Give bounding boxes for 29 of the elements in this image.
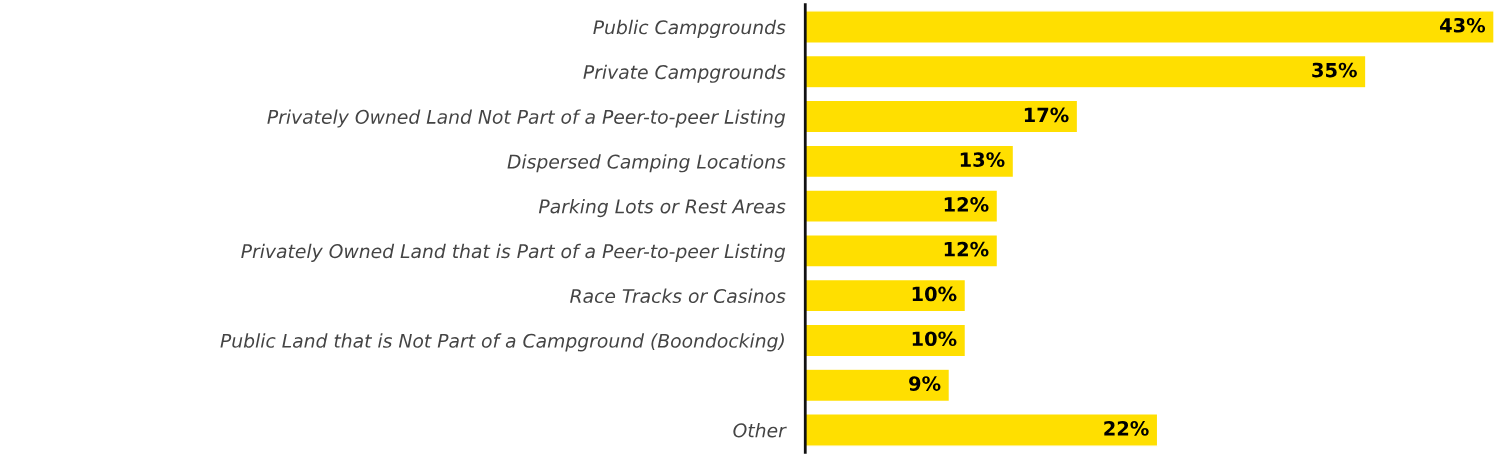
y-tick-label: Privately Owned Land that is Part of a Peer-to-peer Listing — [241, 243, 786, 262]
data-label: 12% — [944, 197, 989, 212]
y-tick-label: Other — [733, 422, 787, 438]
data-label: 10% — [912, 286, 957, 302]
bar — [805, 54, 1367, 89]
bar — [805, 413, 1159, 447]
data-label: 13% — [960, 152, 1005, 167]
bar — [805, 189, 999, 223]
y-tick-label: Dispersed Camping Locations — [507, 154, 786, 173]
data-label: 9% — [909, 376, 941, 391]
bar — [805, 234, 999, 268]
y-tick-label: Parking Lots or Rest Areas — [538, 198, 786, 218]
y-tick-label: Privately Owned Land Not Part of a Peer-to-peer Listing — [267, 109, 786, 128]
y-tick-label: Public Campgrounds — [593, 19, 786, 38]
data-label: 10% — [912, 331, 957, 347]
bar — [805, 10, 1494, 44]
y-tick-label: Race Tracks or Casinos — [570, 288, 786, 304]
bar — [805, 144, 1015, 179]
data-label: 43% — [1440, 17, 1486, 33]
data-label: 12% — [944, 241, 989, 257]
bar — [805, 99, 1079, 134]
bar — [805, 278, 967, 313]
y-tick-label: Private Campgrounds — [583, 64, 786, 83]
y-tick-label: Public Land that is Not Part of a Campground (Boondocking) — [220, 333, 784, 352]
data-label: 17% — [1024, 107, 1069, 123]
bar — [805, 323, 967, 358]
bar — [805, 368, 951, 403]
data-label: 35% — [1312, 62, 1357, 78]
data-label: 22% — [1104, 420, 1149, 436]
